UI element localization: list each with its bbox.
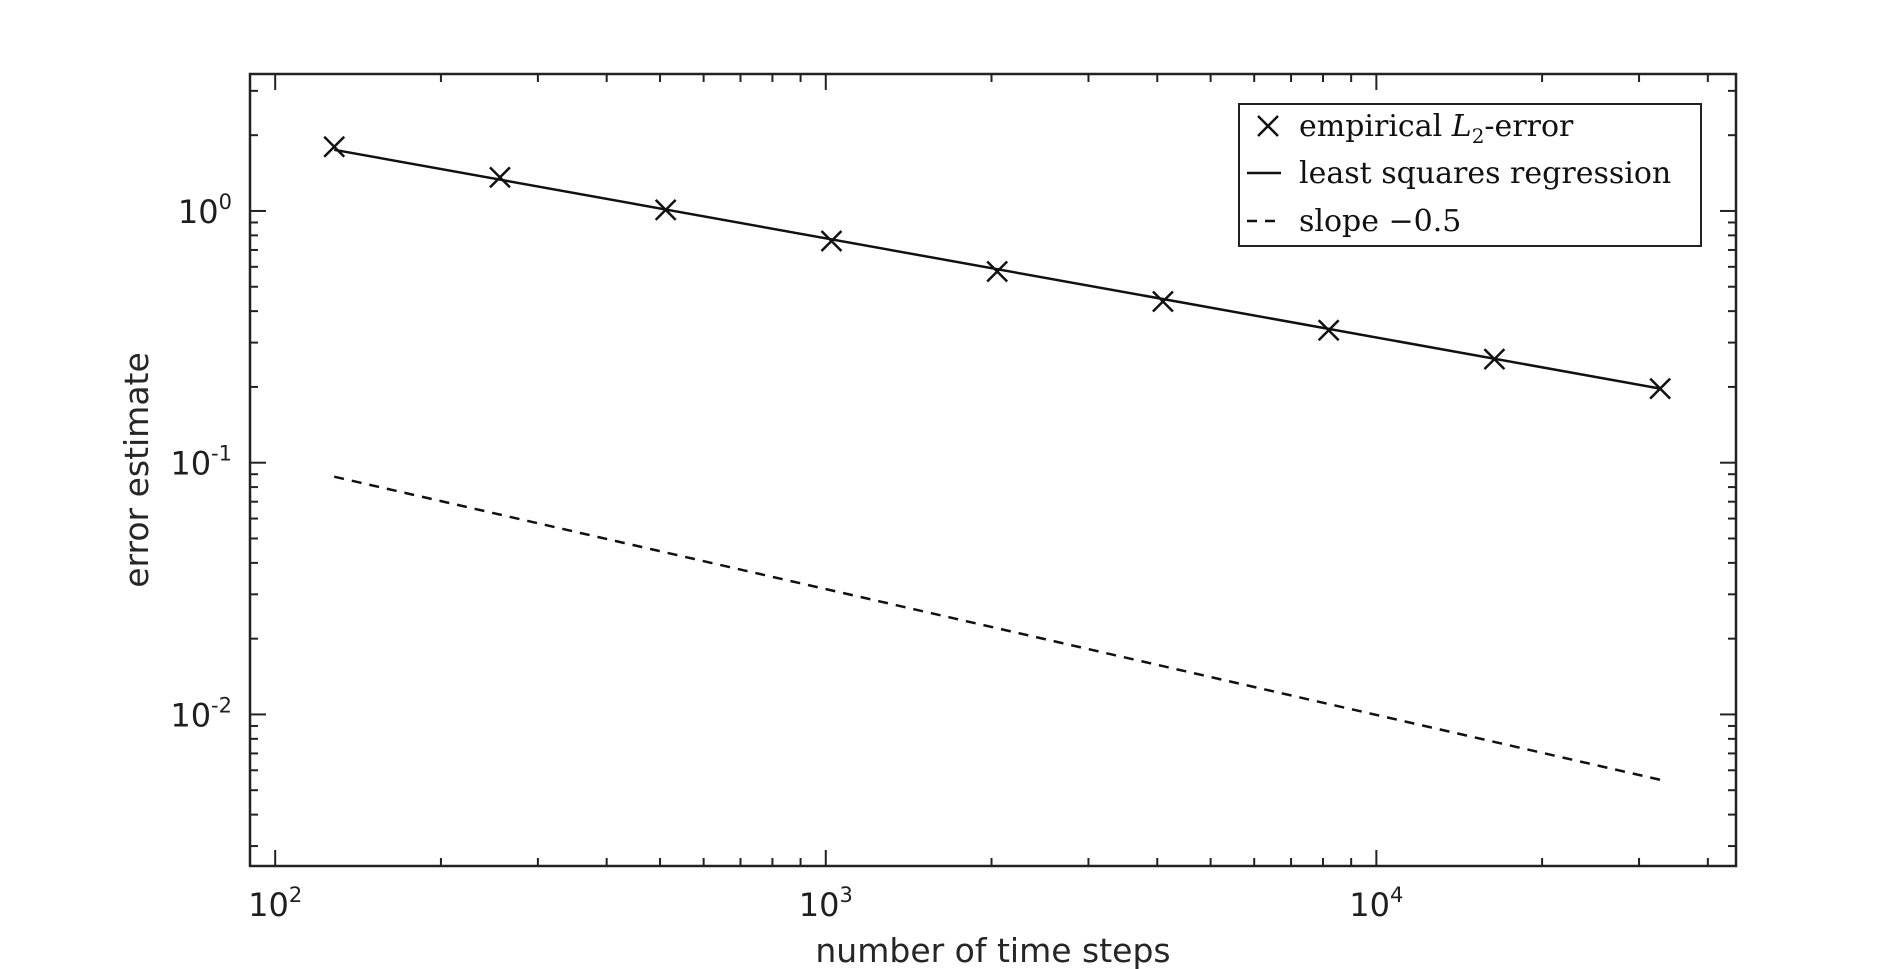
x-axis-label: number of time steps xyxy=(815,931,1170,969)
axis-ticks xyxy=(249,74,1736,866)
data-point-marker xyxy=(986,260,1009,283)
data-point-marker xyxy=(323,135,346,158)
x-tick-label: 102 xyxy=(248,883,302,924)
legend-entry-label: empirical L2-error xyxy=(1299,109,1574,148)
legend-marker-x-icon xyxy=(1257,115,1279,137)
data-point-marker xyxy=(1317,319,1340,342)
data-point-marker xyxy=(1152,290,1174,313)
legend-box xyxy=(1238,103,1702,247)
legend: empirical L2-error least squares regressi… xyxy=(1238,103,1702,247)
y-tick-label: 100 xyxy=(178,190,232,231)
y-tick-label: 10-2 xyxy=(170,693,232,734)
x-tick-label: 103 xyxy=(799,883,853,924)
regression-line xyxy=(333,148,1661,390)
y-axis-label: error estimate xyxy=(117,352,156,588)
plot-series xyxy=(323,135,1672,782)
legend-entry-label: slope −0.5 xyxy=(1299,204,1461,239)
y-tick-label: 10-1 xyxy=(170,442,232,483)
plot-frame xyxy=(248,72,1738,868)
x-tick-labels: 102 103 104 xyxy=(248,883,1403,924)
x-tick-label: 104 xyxy=(1349,883,1403,924)
y-tick-labels: 100 10-1 10-2 xyxy=(170,190,232,734)
data-point-marker xyxy=(489,166,511,189)
data-point-marker xyxy=(820,230,843,252)
legend-entry-label: least squares regression xyxy=(1299,156,1671,191)
